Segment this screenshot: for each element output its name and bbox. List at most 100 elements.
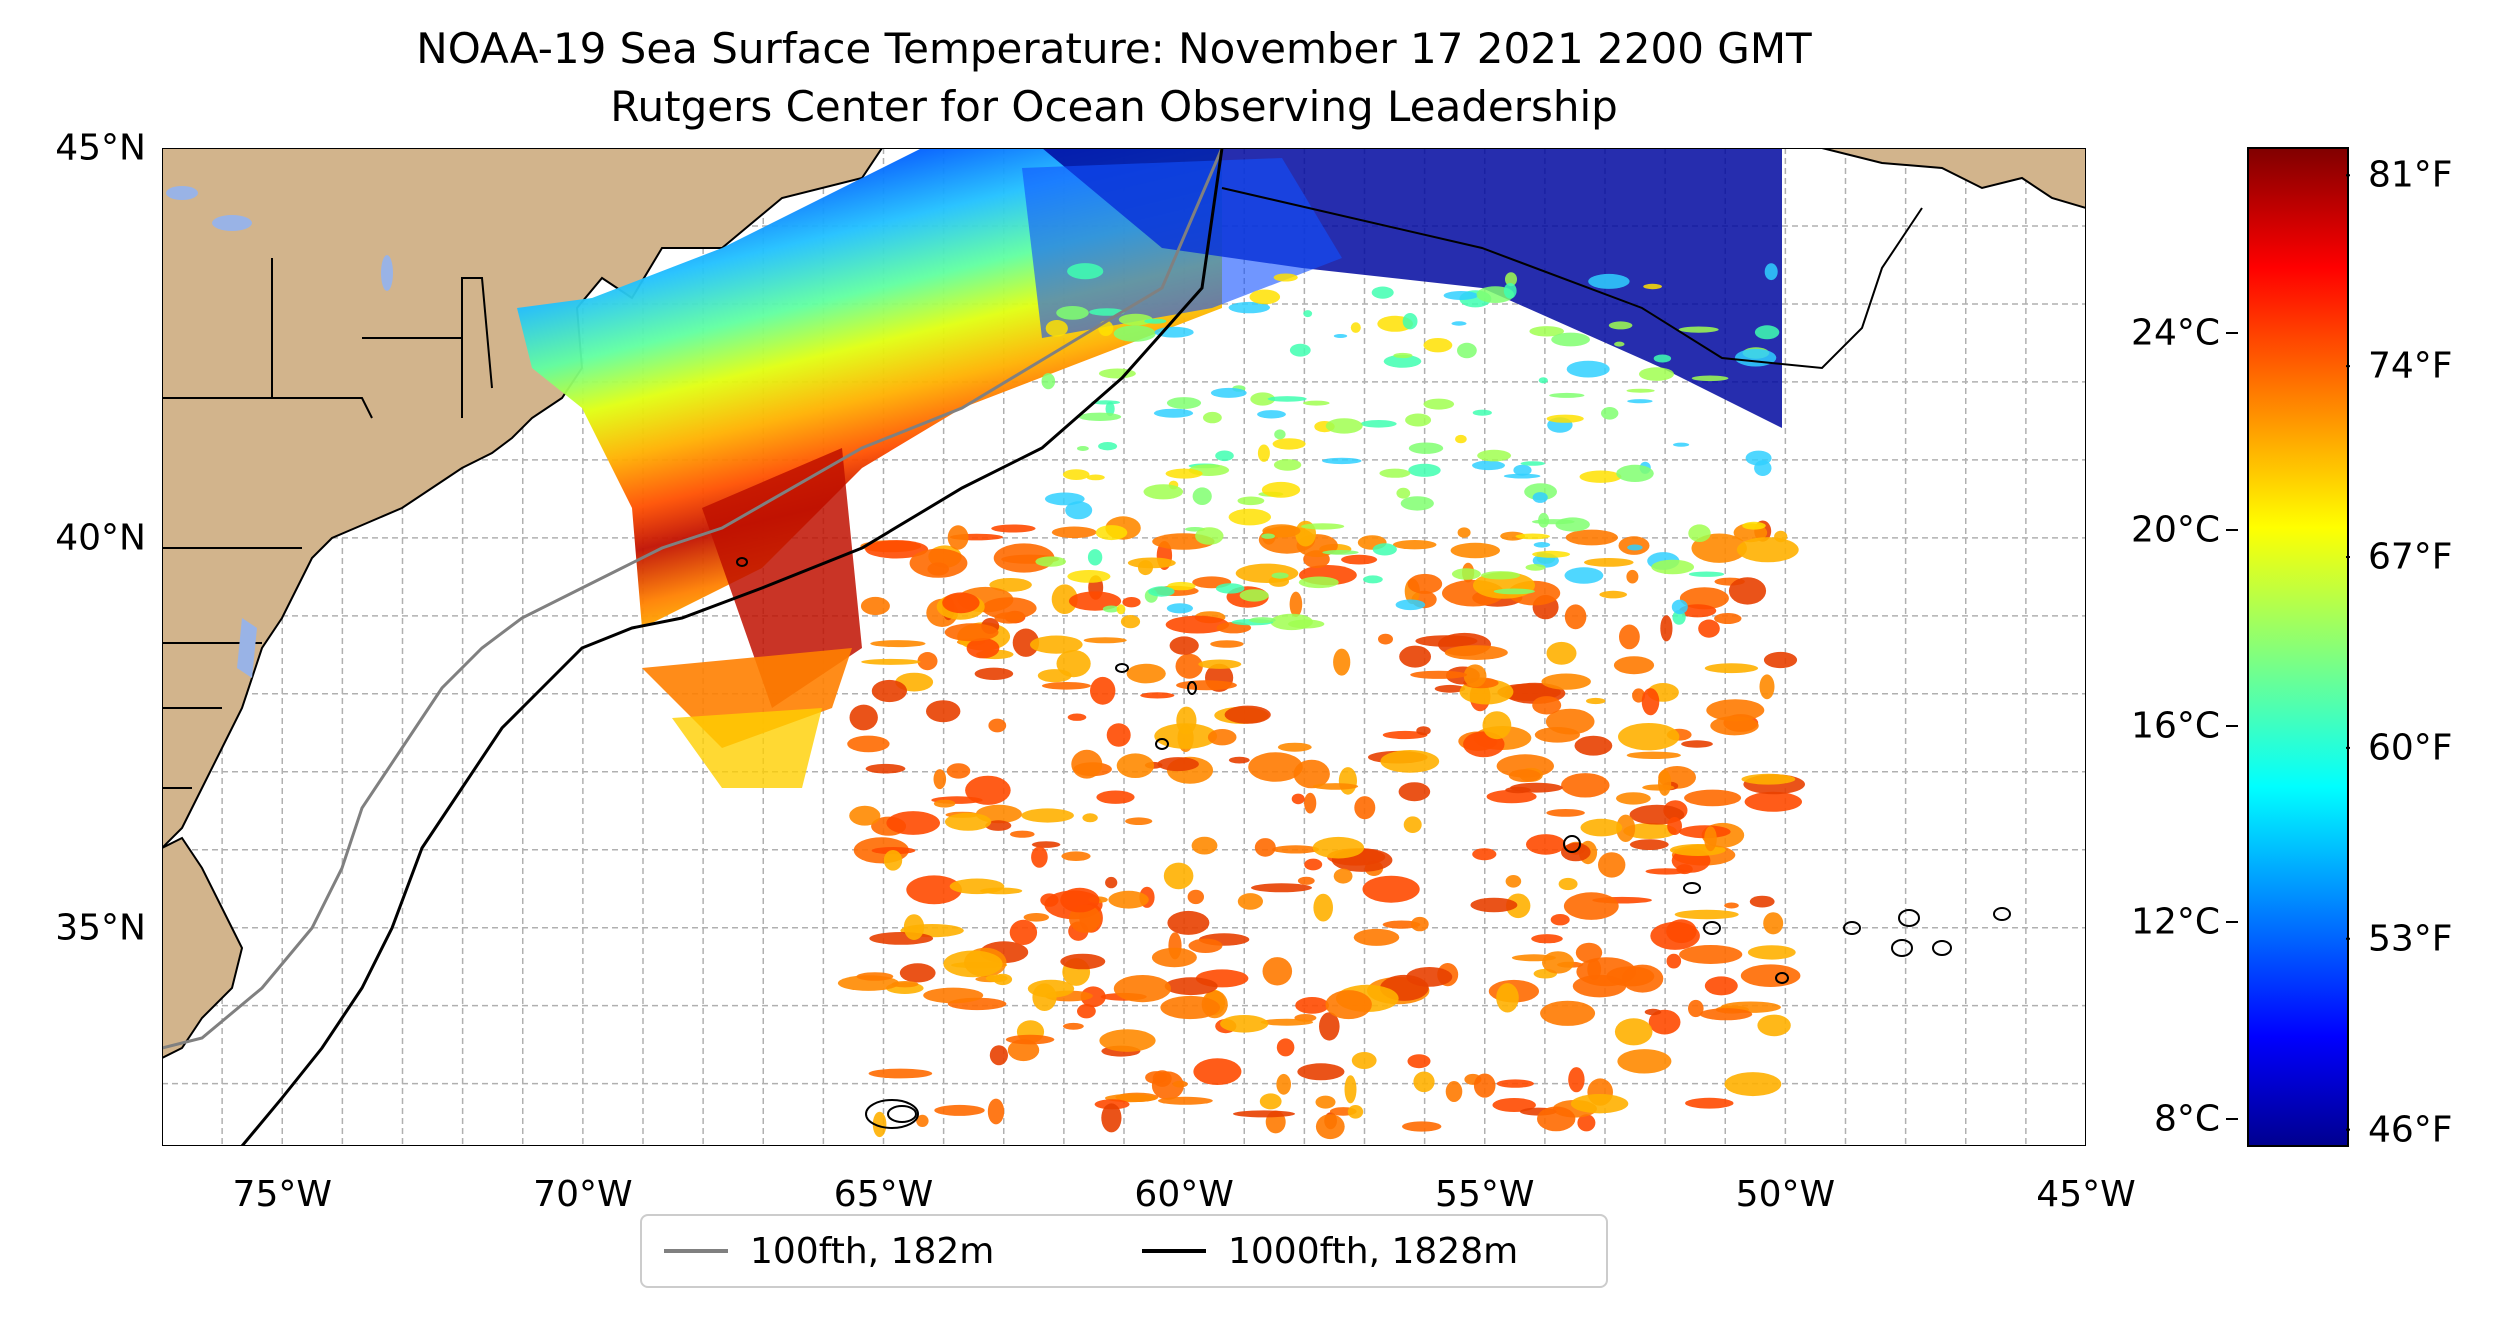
sst-patch xyxy=(1140,692,1175,699)
sst-patch xyxy=(883,850,903,871)
sst-patch xyxy=(1704,663,1758,674)
sst-patches xyxy=(837,263,1805,1140)
sst-patch xyxy=(1608,321,1633,330)
sst-patch xyxy=(865,540,929,559)
sst-patch xyxy=(1650,921,1700,950)
colorbar xyxy=(2247,147,2350,1147)
sst-patch xyxy=(974,667,1014,680)
sst-patch xyxy=(1175,653,1203,679)
sst-patch xyxy=(1118,313,1153,326)
x-tick-label: 75°W xyxy=(232,1174,332,1215)
sst-patch xyxy=(1584,558,1634,567)
sst-patch xyxy=(1260,1018,1314,1026)
sst-patch xyxy=(991,524,1036,533)
sst-patch xyxy=(1030,635,1083,654)
sst-patch xyxy=(1580,818,1623,837)
sst-patch xyxy=(1126,663,1166,684)
sst-patch xyxy=(1546,414,1584,423)
sst-patch xyxy=(1267,396,1307,402)
sst-patch xyxy=(942,592,980,614)
colorbar-ticks xyxy=(2346,174,2350,1131)
sst-patch xyxy=(1398,782,1431,802)
sst-patch xyxy=(1325,990,1372,1020)
legend-line-black xyxy=(1142,1249,1206,1253)
sst-patch xyxy=(1333,648,1351,676)
sst-patch xyxy=(1040,893,1059,907)
sst-patch xyxy=(1684,789,1742,807)
sst-patch xyxy=(1531,934,1563,944)
sst-patch xyxy=(1363,575,1383,584)
sst-patch xyxy=(1322,457,1362,465)
sst-patch xyxy=(1393,352,1413,359)
sst-patch xyxy=(926,700,961,723)
sst-patch xyxy=(1032,983,1057,1011)
isobath-100fth xyxy=(162,148,1224,1050)
sst-patch xyxy=(1623,823,1677,839)
sst-patch xyxy=(1289,591,1303,617)
colorbar-tick-c xyxy=(2226,725,2238,728)
sst-patch xyxy=(1472,409,1492,416)
sst-patch xyxy=(1741,773,1796,785)
sst-patch xyxy=(1228,301,1271,314)
sst-patch xyxy=(1688,524,1711,542)
sst-patch xyxy=(1078,412,1122,421)
sst-patch xyxy=(1406,967,1453,987)
sst-patch xyxy=(1685,1097,1734,1109)
sst-patch xyxy=(1747,945,1796,960)
sst-patch xyxy=(1564,567,1604,584)
colorbar-label-f: 53°F xyxy=(2368,918,2453,960)
sst-patch xyxy=(1629,839,1669,850)
sst-patch xyxy=(1315,1114,1345,1140)
sst-patch xyxy=(1423,398,1455,410)
sst-patch xyxy=(1532,492,1548,503)
x-tick-label: 45°W xyxy=(2036,1174,2136,1215)
sst-patch xyxy=(1120,615,1141,629)
sst-patch xyxy=(1277,742,1312,752)
sst-patch xyxy=(1619,624,1640,650)
sst-patch xyxy=(1763,912,1784,935)
sst-patch xyxy=(1653,354,1672,363)
sst-patch xyxy=(1089,308,1125,316)
sst-patch xyxy=(1734,348,1777,367)
sst-patch xyxy=(1407,573,1443,594)
sst-patch xyxy=(1688,571,1725,577)
sst-patch xyxy=(1496,983,1519,1013)
sst-patch xyxy=(1470,897,1518,913)
sst-patch xyxy=(1451,568,1481,580)
sst-patch xyxy=(1276,1073,1291,1095)
sst-patch xyxy=(1304,792,1317,814)
sst-patch xyxy=(1444,645,1508,660)
sst-patch xyxy=(1551,332,1590,347)
sst-patch xyxy=(1415,635,1478,647)
sst-patch xyxy=(1157,757,1199,772)
sst-patch xyxy=(1407,1054,1431,1069)
sst-patch xyxy=(933,769,947,790)
sst-patch xyxy=(1472,848,1497,861)
land-mass xyxy=(162,836,244,1060)
sst-patch xyxy=(891,981,919,988)
sst-patch xyxy=(1666,953,1682,969)
sst-patch xyxy=(1315,1095,1336,1109)
sst-patch xyxy=(1645,868,1687,875)
sst-patch xyxy=(1151,947,1197,968)
sst-patch xyxy=(1254,838,1276,857)
sst-patch xyxy=(1220,1015,1269,1033)
sst-patch xyxy=(1706,699,1765,722)
sst-patch xyxy=(1009,919,1038,946)
sst-patch xyxy=(1526,834,1566,855)
sst-patch xyxy=(1295,997,1329,1014)
colorbar-gradient xyxy=(2247,147,2349,1147)
sst-patch xyxy=(1558,877,1578,891)
sst-patch xyxy=(947,525,969,550)
sst-patch xyxy=(1405,413,1432,427)
sst-patch xyxy=(1492,1098,1536,1112)
sst-patch xyxy=(1486,789,1537,804)
sst-patch xyxy=(860,596,890,616)
sst-patch xyxy=(1759,674,1775,700)
sst-patch xyxy=(1482,711,1512,740)
colorbar-label-f: 81°F xyxy=(2368,154,2453,196)
legend-label: 100fth, 182m xyxy=(750,1230,995,1272)
sst-patch xyxy=(1546,641,1577,665)
sst-patch xyxy=(1165,468,1203,479)
sst-patch xyxy=(1122,597,1141,608)
